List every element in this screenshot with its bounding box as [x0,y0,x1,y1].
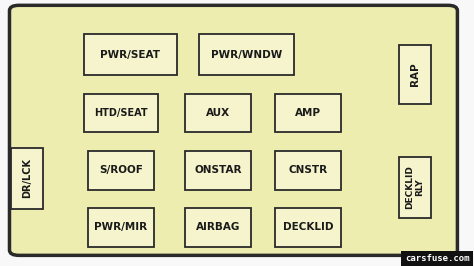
Text: PWR/MIR: PWR/MIR [94,222,147,232]
Text: ONSTAR: ONSTAR [194,165,242,175]
FancyBboxPatch shape [275,94,341,132]
FancyBboxPatch shape [88,151,154,189]
FancyBboxPatch shape [11,148,43,209]
Text: AMP: AMP [295,108,321,118]
FancyBboxPatch shape [199,34,294,75]
FancyBboxPatch shape [84,94,157,132]
Text: RAP: RAP [410,63,420,86]
Text: PWR/SEAT: PWR/SEAT [100,49,160,60]
FancyBboxPatch shape [9,5,457,255]
Text: AIRBAG: AIRBAG [196,222,240,232]
Text: S/ROOF: S/ROOF [99,165,143,175]
Text: PWR/WNDW: PWR/WNDW [211,49,282,60]
Text: DR/LCK: DR/LCK [22,158,32,198]
Text: DECKLID: DECKLID [283,222,333,232]
FancyBboxPatch shape [185,151,251,189]
Text: DECKLID
RLY: DECKLID RLY [405,166,424,209]
FancyBboxPatch shape [88,208,154,247]
FancyBboxPatch shape [275,151,341,189]
FancyBboxPatch shape [399,45,431,104]
FancyBboxPatch shape [185,208,251,247]
Text: carsfuse.com: carsfuse.com [405,254,469,263]
Text: AUX: AUX [206,108,230,118]
FancyBboxPatch shape [399,157,431,218]
FancyBboxPatch shape [185,94,251,132]
Text: CNSTR: CNSTR [289,165,328,175]
FancyBboxPatch shape [84,34,176,75]
Text: HTD/SEAT: HTD/SEAT [94,108,148,118]
FancyBboxPatch shape [275,208,341,247]
